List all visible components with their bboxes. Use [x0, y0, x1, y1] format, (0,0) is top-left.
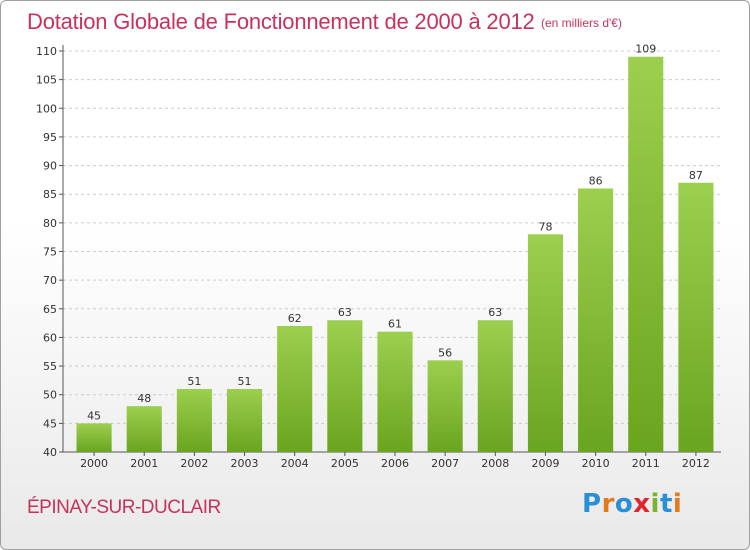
bar-2008	[477, 320, 513, 452]
x-tick-label: 2000	[80, 457, 108, 470]
y-tick-label: 45	[43, 417, 57, 430]
data-label: 109	[635, 43, 656, 56]
bar-2003	[226, 388, 263, 452]
y-tick-label: 80	[43, 217, 57, 230]
logo-letter: i	[672, 489, 683, 519]
data-label: 48	[137, 392, 151, 405]
x-tick-label: 2009	[531, 457, 559, 470]
bar-2004	[277, 325, 313, 452]
bar-2012	[678, 182, 714, 452]
logo-letter: t	[659, 489, 673, 519]
bars	[76, 56, 714, 452]
data-label: 87	[689, 169, 703, 182]
x-tick-label: 2010	[582, 457, 610, 470]
y-tick-label: 65	[43, 303, 57, 316]
x-tick-label: 2012	[682, 457, 710, 470]
logo-letter: x	[633, 489, 651, 519]
data-label: 61	[388, 318, 402, 331]
chart-title: Dotation Globale de Fonctionnement de 20…	[27, 9, 535, 34]
data-label: 62	[288, 312, 302, 325]
x-tick-label: 2011	[632, 457, 660, 470]
y-tick-label: 60	[43, 331, 57, 344]
bar-2005	[327, 320, 363, 452]
x-tick-label: 2005	[331, 457, 359, 470]
data-label: 56	[438, 346, 452, 359]
y-tick-label: 55	[43, 360, 57, 373]
data-label: 63	[488, 306, 502, 319]
y-tick-label: 90	[43, 160, 57, 173]
x-tick-label: 2006	[381, 457, 409, 470]
x-tick-label: 2004	[281, 457, 309, 470]
bar-2009	[527, 234, 564, 452]
bar-2001	[126, 406, 162, 452]
data-label: 78	[538, 220, 552, 233]
y-tick-label: 105	[36, 74, 57, 87]
y-tick-label: 75	[43, 246, 57, 259]
logo-letter: o	[614, 489, 634, 519]
y-tick-label: 50	[43, 389, 57, 402]
data-label: 51	[238, 375, 252, 388]
proxiti-logo[interactable]: Proxiti	[582, 489, 682, 519]
logo-letter: i	[650, 489, 660, 519]
logo-letter: r	[601, 489, 615, 519]
x-tick-label: 2003	[231, 457, 259, 470]
y-tick-label: 95	[43, 131, 57, 144]
x-tick-label: 2007	[431, 457, 459, 470]
x-tick-label: 2001	[130, 457, 158, 470]
y-tick-label: 40	[43, 446, 57, 459]
data-label: 45	[87, 409, 101, 422]
y-tick-label: 100	[36, 102, 57, 115]
y-tick-label: 85	[43, 188, 57, 201]
data-label: 86	[589, 174, 603, 187]
bar-2000	[76, 423, 112, 452]
data-label: 51	[187, 375, 201, 388]
data-label: 63	[338, 306, 352, 319]
commune-name: ÉPINAY-SUR-DUCLAIR	[27, 497, 221, 518]
x-tick-label: 2008	[481, 457, 509, 470]
bar-2006	[377, 331, 413, 452]
y-tick-label: 110	[36, 45, 57, 58]
labels: 40 45 50 55 60 65 70 75 80 85 90 95 100 105 110 2000 45 2…	[36, 43, 710, 470]
y-tick-label: 70	[43, 274, 57, 287]
bar-2007	[427, 360, 463, 452]
x-tick-label: 2002	[180, 457, 208, 470]
bar-2010	[578, 188, 614, 452]
bar-2011	[628, 56, 664, 452]
bar-2002	[176, 388, 212, 452]
logo-letter: P	[582, 489, 602, 519]
chart-subtitle: (en milliers d'€)	[541, 16, 622, 30]
